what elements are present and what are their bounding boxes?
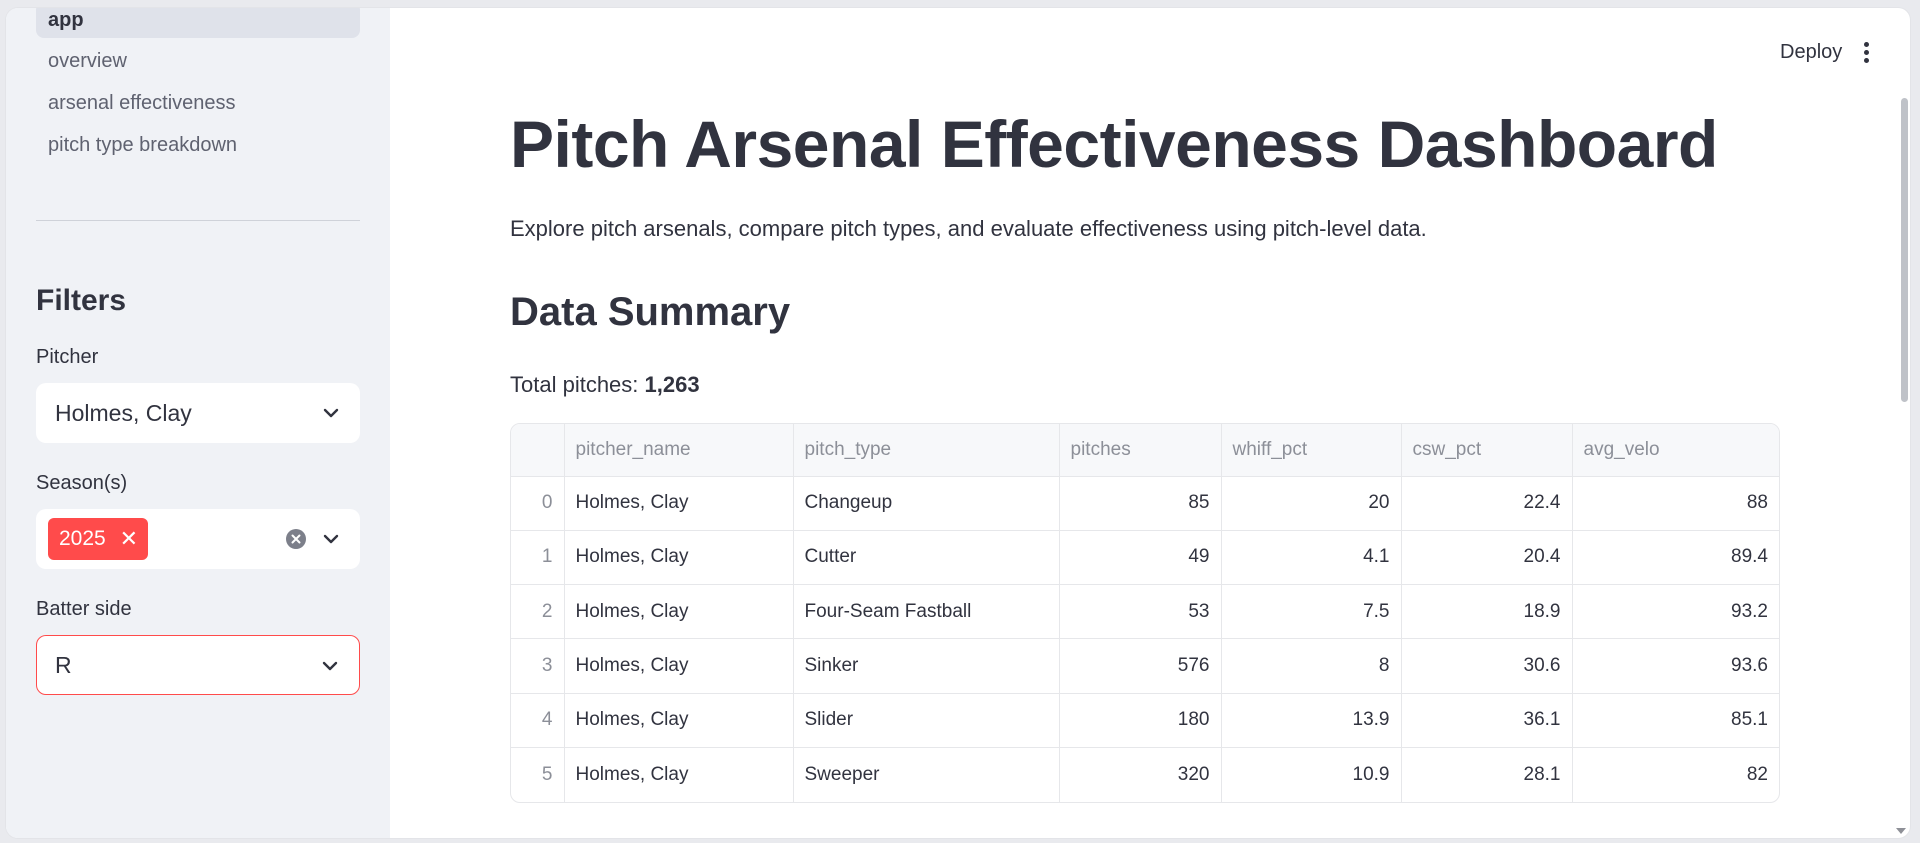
main-content: Deploy [390,8,1910,838]
table-cell[interactable]: 88 [1572,476,1779,531]
table-cell[interactable]: Holmes, Clay [564,747,794,802]
table-cell[interactable]: Sinker [793,638,1060,694]
column-header[interactable]: avg_velo [1572,424,1779,477]
table-cell[interactable]: 82 [1746,764,1768,786]
table-cell[interactable]: Slider [793,693,1060,749]
deploy-button[interactable]: Deploy [1780,41,1843,63]
pitcher-label: Pitcher [36,346,99,368]
table-cell[interactable]: Holmes, Clay [564,638,794,694]
table-cell[interactable]: 18.9 [1401,584,1573,640]
row-index: 0 [511,476,565,531]
table-row: 0 Holmes, Clay Changeup 85 20 22.4 88 [511,476,1779,531]
row-index: 4 [511,693,565,749]
table-cell[interactable]: 320 [1059,747,1222,802]
season-tag-label: 2025 [59,527,106,550]
table-cell[interactable]: 20.4 [1401,530,1573,586]
batter-side-label: Batter side [36,598,132,620]
table-cell[interactable]: 85 [1059,476,1222,531]
table-row: 5 Holmes, Clay Sweeper 320 10.9 28.1 82 [511,747,1779,802]
sidebar-item-arsenal-effectiveness[interactable]: arsenal effectiveness [48,92,236,114]
clear-selection-icon[interactable] [286,529,306,549]
column-header[interactable] [511,424,565,477]
page-description: Explore pitch arsenals, compare pitch ty… [510,216,1427,241]
table-header-row: pitcher_name pitch_type pitches whiff_pc… [511,424,1779,477]
table-cell[interactable]: 8 [1221,638,1402,694]
table-cell[interactable]: 13.9 [1221,693,1402,749]
column-header[interactable]: pitches [1059,424,1222,477]
table-cell[interactable]: Holmes, Clay [564,693,794,749]
table-cell[interactable]: Cutter [793,530,1060,586]
total-pitches: Total pitches: 1,263 [510,372,700,398]
table-cell[interactable]: 30.6 [1401,638,1573,694]
row-index: 5 [511,747,565,802]
table-cell[interactable]: 89.4 [1572,530,1779,586]
sidebar-divider [36,220,360,221]
row-index: 1 [511,530,565,586]
pitcher-select[interactable]: Holmes, Clay [36,383,360,443]
table-cell[interactable]: 180 [1059,693,1222,749]
table-row: 4 Holmes, Clay Slider 180 13.9 36.1 85.1 [511,693,1779,749]
table-cell[interactable]: 53 [1059,584,1222,640]
row-index: 2 [511,584,565,640]
table-cell[interactable]: 20 [1221,476,1402,531]
table-cell[interactable]: 85.1 [1572,693,1779,749]
total-pitches-label: Total pitches: [510,372,645,397]
app-window: app overview arsenal effectiveness pitch… [6,8,1910,838]
season-tag: 2025 ✕ [48,518,148,560]
pitcher-select-value: Holmes, Clay [55,400,192,426]
chevron-down-icon [322,530,340,548]
table-cell[interactable]: 36.1 [1401,693,1573,749]
sidebar: app overview arsenal effectiveness pitch… [6,8,390,838]
table-cell[interactable]: Holmes, Clay [564,530,794,586]
column-header[interactable]: pitcher_name [564,424,794,477]
row-index: 3 [511,638,565,694]
sidebar-item-app[interactable]: app [36,8,360,38]
table-cell[interactable]: 28.1 [1401,747,1573,802]
table-cell[interactable]: 49 [1059,530,1222,586]
table-cell[interactable]: 7.5 [1221,584,1402,640]
chevron-down-icon [321,657,339,675]
table-cell[interactable]: 10.9 [1221,747,1402,802]
data-table[interactable]: pitcher_name pitch_type pitches whiff_pc… [510,423,1780,803]
column-header[interactable]: csw_pct [1401,424,1573,477]
table-row: 3 Holmes, Clay Sinker 576 8 30.6 93.6 [511,638,1779,694]
kebab-menu-icon[interactable] [1856,40,1876,64]
table-cell[interactable]: Changeup [793,476,1060,531]
column-header[interactable]: whiff_pct [1221,424,1402,477]
table-cell[interactable]: Four-Seam Fastball [793,584,1060,640]
chevron-down-icon [322,404,340,422]
column-header[interactable]: pitch_type [793,424,1060,477]
table-row: 1 Holmes, Clay Cutter 49 4.1 20.4 89.4 [511,530,1779,586]
table-cell[interactable]: 93.2 [1572,584,1779,640]
batter-side-select[interactable]: R [36,635,360,695]
table-cell[interactable]: Holmes, Clay [564,584,794,640]
table-cell[interactable]: Sweeper [793,747,1060,802]
table-cell[interactable]: 93.6 [1572,638,1779,694]
remove-tag-icon[interactable]: ✕ [119,526,138,551]
batter-side-select-value: R [55,652,72,678]
table-row: 2 Holmes, Clay Four-Seam Fastball 53 7.5… [511,584,1779,640]
table-cell[interactable]: Holmes, Clay [564,476,794,531]
scroll-down-arrow-icon[interactable] [1896,828,1906,834]
total-pitches-value: 1,263 [644,372,700,397]
sidebar-item-pitch-type-breakdown[interactable]: pitch type breakdown [48,134,238,156]
seasons-multiselect[interactable]: 2025 ✕ [36,509,360,569]
scrollbar[interactable] [1901,98,1908,402]
section-title: Data Summary [510,290,791,334]
table-cell[interactable]: 576 [1059,638,1222,694]
filters-heading: Filters [36,284,127,317]
page-title: Pitch Arsenal Effectiveness Dashboard [510,107,1718,181]
sidebar-item-overview[interactable]: overview [48,50,127,72]
table-cell[interactable]: 4.1 [1221,530,1402,586]
seasons-label: Season(s) [36,472,128,494]
table-cell[interactable]: 22.4 [1401,476,1573,531]
